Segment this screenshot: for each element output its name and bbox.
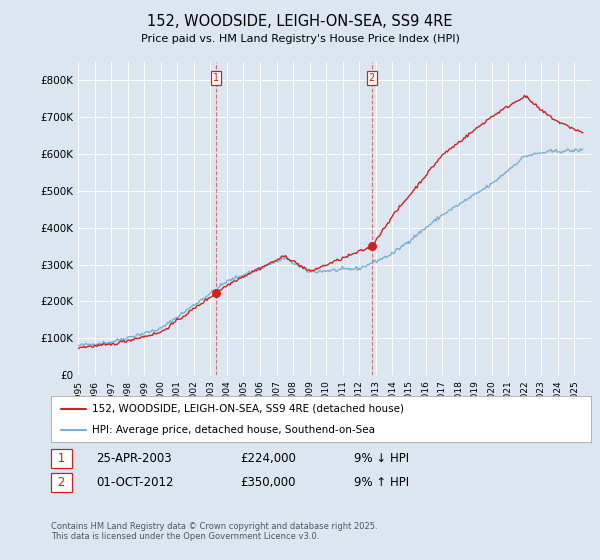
Text: £350,000: £350,000 xyxy=(240,476,296,489)
Text: 2: 2 xyxy=(54,476,69,489)
Text: 1: 1 xyxy=(212,73,219,83)
Text: Contains HM Land Registry data © Crown copyright and database right 2025.
This d: Contains HM Land Registry data © Crown c… xyxy=(51,522,377,542)
Text: 9% ↓ HPI: 9% ↓ HPI xyxy=(354,452,409,465)
Text: 152, WOODSIDE, LEIGH-ON-SEA, SS9 4RE (detached house): 152, WOODSIDE, LEIGH-ON-SEA, SS9 4RE (de… xyxy=(91,404,404,414)
Text: 2: 2 xyxy=(368,73,375,83)
Text: Price paid vs. HM Land Registry's House Price Index (HPI): Price paid vs. HM Land Registry's House … xyxy=(140,34,460,44)
Point xyxy=(211,288,220,297)
Text: HPI: Average price, detached house, Southend-on-Sea: HPI: Average price, detached house, Sout… xyxy=(91,425,374,435)
Text: 1: 1 xyxy=(54,452,69,465)
Point xyxy=(367,241,377,250)
Text: 01-OCT-2012: 01-OCT-2012 xyxy=(96,476,173,489)
Text: 9% ↑ HPI: 9% ↑ HPI xyxy=(354,476,409,489)
Text: 25-APR-2003: 25-APR-2003 xyxy=(96,452,172,465)
Text: £224,000: £224,000 xyxy=(240,452,296,465)
Text: 152, WOODSIDE, LEIGH-ON-SEA, SS9 4RE: 152, WOODSIDE, LEIGH-ON-SEA, SS9 4RE xyxy=(147,14,453,29)
